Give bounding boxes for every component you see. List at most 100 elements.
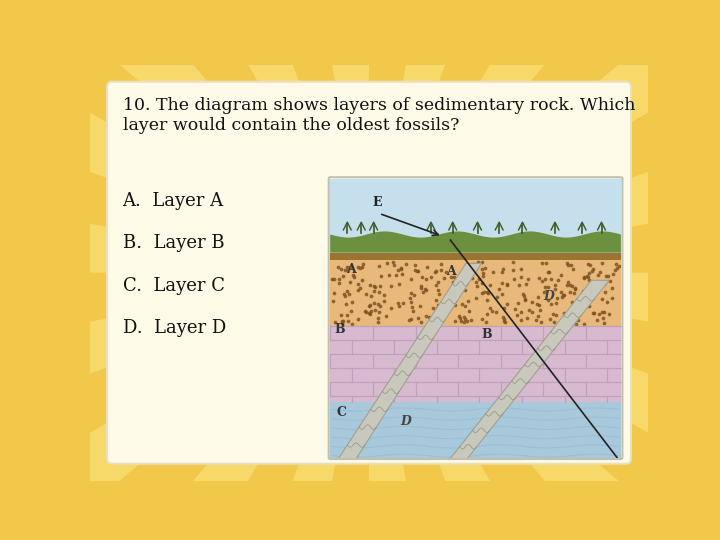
Text: C: C [336, 406, 346, 419]
Point [328, 274, 340, 283]
Point [598, 280, 609, 289]
Point [577, 303, 588, 312]
Point [360, 308, 372, 316]
Point [459, 313, 470, 322]
Point [459, 286, 471, 295]
Point [480, 264, 491, 272]
Point [583, 269, 595, 278]
Point [613, 262, 625, 271]
Point [588, 309, 600, 318]
Point [609, 266, 621, 274]
Point [415, 282, 427, 291]
Point [501, 280, 513, 288]
Point [385, 303, 397, 312]
Point [409, 291, 420, 300]
Point [336, 317, 348, 326]
Point [591, 316, 603, 325]
Point [375, 272, 387, 280]
Point [392, 299, 404, 307]
Point [570, 319, 582, 328]
Point [518, 292, 530, 300]
Point [405, 275, 417, 284]
Point [533, 301, 544, 309]
Point [477, 269, 488, 278]
Point [491, 308, 503, 316]
Polygon shape [369, 102, 720, 273]
Point [551, 293, 562, 302]
Point [548, 318, 559, 326]
Point [394, 302, 405, 310]
Point [542, 267, 554, 276]
Point [564, 314, 575, 323]
Point [336, 310, 347, 319]
Point [433, 286, 444, 294]
Text: 10. The diagram shows layers of sedimentary rock. Which
layer would contain the : 10. The diagram shows layers of sediment… [122, 97, 635, 134]
Point [558, 309, 570, 318]
Point [459, 302, 471, 310]
Point [540, 258, 552, 267]
Point [552, 276, 563, 285]
Point [346, 319, 358, 328]
Point [493, 285, 505, 293]
Point [593, 271, 604, 279]
Point [428, 303, 439, 312]
Point [581, 272, 593, 280]
Polygon shape [369, 273, 621, 540]
Point [372, 300, 384, 309]
Point [345, 307, 356, 315]
Point [466, 315, 477, 324]
Point [470, 264, 482, 273]
Point [603, 310, 615, 319]
Point [343, 290, 355, 299]
Point [484, 303, 495, 312]
Point [588, 265, 599, 273]
Polygon shape [330, 232, 621, 253]
Text: B: B [334, 323, 345, 336]
Point [570, 285, 581, 293]
Point [498, 265, 509, 273]
Point [446, 287, 457, 295]
Point [557, 290, 569, 299]
Point [520, 279, 531, 288]
Point [449, 316, 461, 325]
Point [600, 272, 612, 280]
Point [359, 307, 371, 315]
Point [356, 276, 368, 285]
Point [372, 314, 384, 322]
Bar [330, 327, 621, 402]
Point [611, 259, 622, 268]
Point [449, 286, 460, 295]
Point [365, 301, 377, 310]
Polygon shape [0, 273, 369, 540]
Polygon shape [369, 273, 720, 540]
Point [404, 294, 415, 302]
Point [458, 271, 469, 279]
Point [546, 300, 557, 309]
Point [486, 306, 498, 315]
Point [507, 266, 518, 275]
Point [463, 269, 474, 278]
Point [572, 316, 584, 325]
Point [470, 294, 482, 302]
Point [352, 314, 364, 323]
Point [461, 317, 472, 326]
Point [594, 310, 606, 319]
Point [436, 312, 448, 320]
Point [452, 281, 464, 289]
Point [498, 303, 510, 312]
Point [606, 294, 618, 302]
Point [461, 275, 472, 284]
Bar [330, 179, 621, 457]
Point [533, 274, 544, 282]
Polygon shape [117, 0, 369, 273]
Polygon shape [369, 273, 720, 523]
Point [432, 278, 444, 286]
Text: C.  Layer C: C. Layer C [122, 276, 225, 294]
Point [344, 263, 356, 272]
Point [558, 291, 570, 299]
Polygon shape [369, 0, 720, 273]
Point [446, 288, 458, 297]
Text: A: A [446, 265, 456, 278]
Point [433, 289, 445, 298]
Point [469, 277, 481, 286]
